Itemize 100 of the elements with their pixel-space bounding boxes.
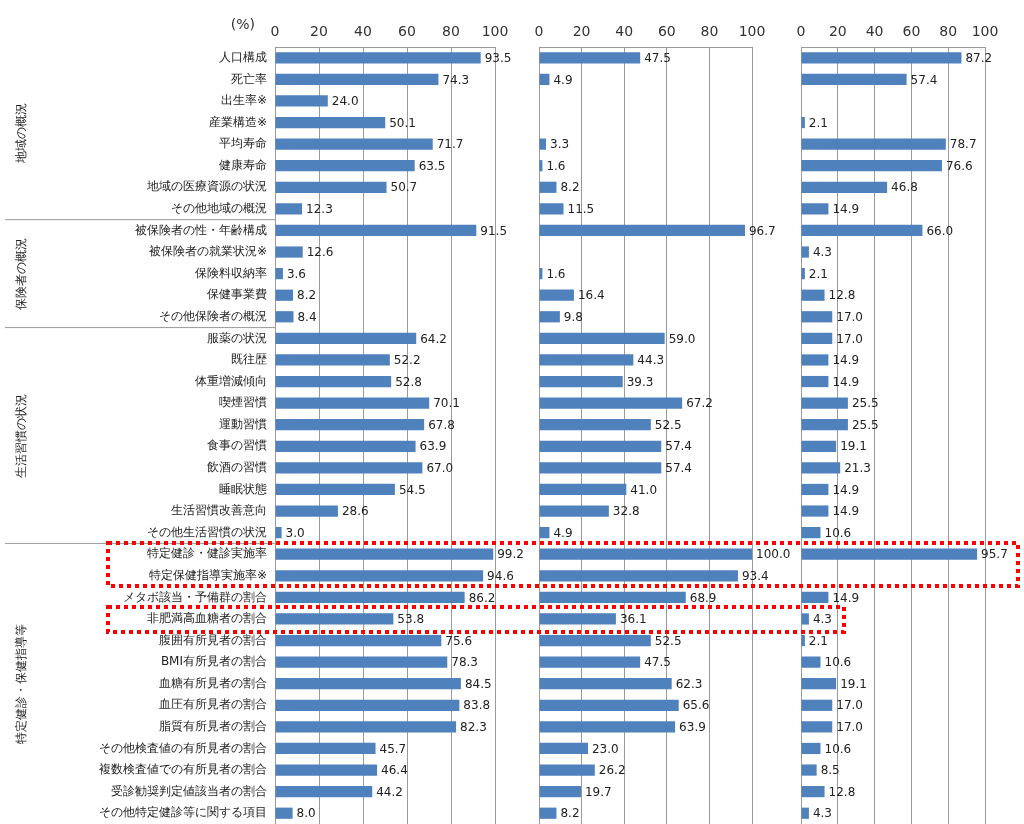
data-label: 52.5 bbox=[654, 417, 682, 432]
data-label: 52.2 bbox=[393, 353, 421, 368]
y-tick-label: 平均寿命 bbox=[219, 136, 267, 151]
data-label: 67.0 bbox=[426, 461, 454, 475]
x-tick-label: 80 bbox=[700, 23, 719, 40]
data-label: 12.8 bbox=[828, 784, 856, 799]
bar bbox=[275, 570, 484, 582]
bar bbox=[801, 332, 833, 344]
y-tick-label: メタボ該当・予備群の割合 bbox=[123, 589, 267, 604]
bar bbox=[539, 181, 557, 193]
data-label: 14.9 bbox=[832, 374, 860, 389]
bar bbox=[275, 786, 373, 798]
bar bbox=[801, 764, 817, 776]
data-label: 12.6 bbox=[306, 245, 334, 260]
bar bbox=[275, 397, 430, 409]
data-label: 11.5 bbox=[567, 202, 595, 216]
data-label: 99.2 bbox=[497, 547, 524, 562]
data-label: 84.5 bbox=[464, 676, 492, 691]
data-label: 75.6 bbox=[445, 633, 473, 648]
y-tick-label: 体重増減傾向 bbox=[195, 373, 267, 388]
data-label: 23.0 bbox=[591, 741, 619, 756]
data-label: 52.8 bbox=[395, 374, 422, 389]
bar bbox=[275, 332, 417, 344]
data-label: 39.3 bbox=[626, 374, 654, 389]
bar bbox=[801, 203, 829, 215]
data-label: 14.9 bbox=[832, 353, 860, 368]
data-label: 82.3 bbox=[460, 720, 487, 734]
data-label: 62.3 bbox=[675, 676, 703, 691]
y-tick-label: 喫煙習慣 bbox=[219, 395, 267, 410]
bar bbox=[275, 354, 390, 366]
y-tick-label: 非肥満高血糖者の割合 bbox=[147, 611, 267, 626]
data-label: 2.1 bbox=[808, 266, 828, 281]
data-label: 4.3 bbox=[812, 612, 833, 627]
bar bbox=[539, 570, 738, 582]
data-label: 70.1 bbox=[433, 396, 460, 411]
data-label: 1.6 bbox=[546, 266, 566, 281]
y-tick-label: 血圧有所見者の割合 bbox=[159, 697, 267, 712]
data-label: 50.1 bbox=[389, 115, 416, 130]
y-tick-label: 地域の医療資源の状況 bbox=[146, 179, 267, 194]
bar bbox=[801, 807, 809, 819]
bar bbox=[801, 548, 978, 560]
bar bbox=[275, 203, 303, 215]
x-tick-label: 40 bbox=[865, 23, 884, 40]
y-tick-label: 睡眠状態 bbox=[219, 481, 267, 496]
data-label: 36.1 bbox=[619, 612, 647, 627]
bar bbox=[275, 807, 293, 819]
bar bbox=[801, 52, 962, 64]
data-label: 10.6 bbox=[824, 741, 852, 756]
bar bbox=[801, 138, 946, 150]
bar bbox=[801, 440, 837, 452]
x-tick-label: 40 bbox=[354, 23, 372, 40]
bar bbox=[539, 721, 676, 733]
y-tick-label: 受診勧奨判定値該当者の割合 bbox=[111, 783, 267, 798]
data-label: 57.4 bbox=[665, 439, 692, 454]
text: 地域の概況 bbox=[14, 103, 29, 165]
data-label: 8.0 bbox=[296, 806, 316, 821]
data-label: 14.9 bbox=[832, 590, 860, 605]
data-label: 3.0 bbox=[285, 525, 305, 540]
bar bbox=[539, 203, 564, 215]
x-tick-label: 60 bbox=[398, 23, 416, 40]
y-tick-label: 健康寿命 bbox=[219, 157, 267, 172]
text: 特定健診・保健指導等 bbox=[14, 623, 29, 744]
data-label: 12.3 bbox=[306, 202, 333, 216]
data-label: 8.2 bbox=[297, 288, 317, 303]
data-label: 26.2 bbox=[598, 763, 626, 778]
y-tick-label: その他地域の概況 bbox=[171, 201, 267, 215]
data-label: 59.0 bbox=[668, 331, 696, 346]
data-label: 1.6 bbox=[546, 158, 566, 173]
y-tick-label: 被保険者の性・年齢構成 bbox=[135, 222, 267, 237]
bar bbox=[539, 699, 679, 711]
data-label: 2.1 bbox=[808, 633, 828, 648]
data-label: 64.2 bbox=[420, 331, 447, 346]
bar bbox=[801, 419, 848, 431]
text: 生活習慣の状況 bbox=[14, 393, 29, 478]
x-tick-label: 20 bbox=[310, 23, 328, 40]
data-label: 100.0 bbox=[756, 547, 791, 562]
data-label: 4.3 bbox=[812, 245, 833, 260]
bar bbox=[275, 375, 392, 388]
bar bbox=[275, 289, 294, 301]
bar bbox=[275, 116, 386, 129]
data-label: 10.6 bbox=[824, 655, 852, 670]
bar bbox=[275, 52, 481, 64]
bar bbox=[539, 224, 745, 237]
y-tick-label: 腹囲有所見者の割合 bbox=[159, 632, 267, 647]
data-label: 44.3 bbox=[637, 353, 665, 368]
x-tick-label: 100 bbox=[738, 23, 766, 40]
data-label: 53.8 bbox=[397, 612, 425, 627]
bar bbox=[539, 807, 557, 819]
bar bbox=[539, 289, 574, 301]
data-label: 3.3 bbox=[550, 137, 570, 152]
data-label: 71.7 bbox=[436, 137, 464, 152]
data-label: 52.5 bbox=[654, 633, 682, 648]
bar bbox=[801, 742, 821, 755]
bar bbox=[539, 311, 560, 323]
bar bbox=[539, 483, 627, 496]
bar bbox=[539, 52, 641, 64]
y-tick-label: 被保険者の就業状況※ bbox=[148, 244, 267, 259]
x-tick-label: 60 bbox=[902, 23, 921, 40]
y-tick-label: 脂質有所見者の割合 bbox=[159, 719, 267, 733]
x-tick-label: 20 bbox=[572, 23, 591, 40]
